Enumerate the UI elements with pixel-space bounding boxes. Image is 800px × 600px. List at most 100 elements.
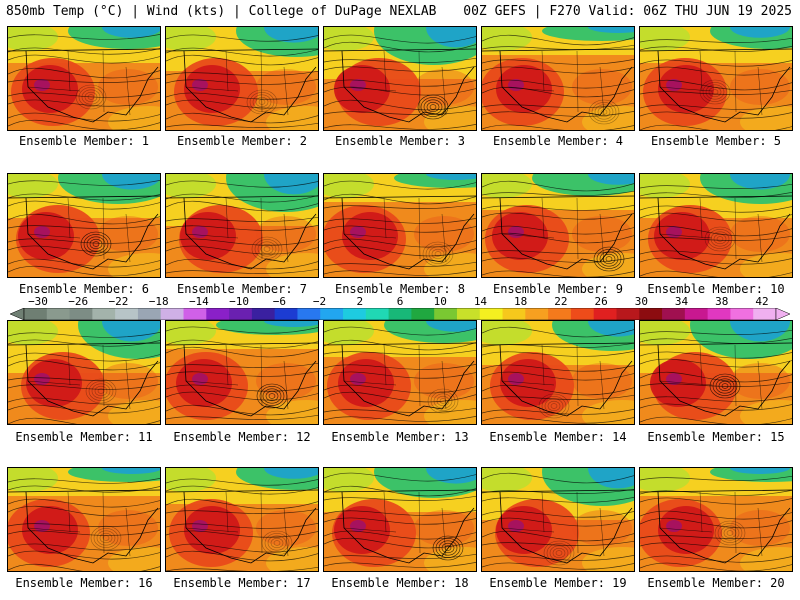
colorbar-segment [92,308,116,320]
header: 850mb Temp (°C) | Wind (kts) | College o… [0,0,800,24]
ensemble-map-panel [481,26,635,131]
ensemble-map-panel [7,173,161,278]
colorbar-segment [456,308,481,320]
colorbar-tick-label: 10 [433,295,447,308]
colorbar-segment [662,308,686,320]
ensemble-map-panel [7,320,161,425]
temperature-map [8,27,160,130]
colorbar-tick-label: 30 [634,295,648,308]
temperature-map [482,174,634,277]
colorbar-tick-label: 22 [554,295,568,308]
member-caption: Ensemble Member: 9 [492,282,624,296]
colorbar-tick-label: −10 [229,295,250,308]
member-caption: Ensemble Member: 16 [15,576,153,590]
colorbar-segment [525,308,549,320]
member-caption: Ensemble Member: 7 [176,282,308,296]
colorbar-segment [297,308,321,320]
member-caption: Ensemble Member: 17 [173,576,311,590]
colorbar-segment [548,308,572,320]
colorbar-segment [160,308,185,320]
ensemble-map-panel [481,320,635,425]
temperature-map [8,468,160,571]
colorbar-tick-label: 38 [715,295,729,308]
colorbar-tick-label: 26 [594,295,608,308]
colorbar-tick-label: 2 [356,295,364,308]
member-caption: Ensemble Member: 4 [492,134,624,148]
map-title: 850mb Temp (°C) | Wind (kts) | College o… [6,4,437,19]
colorbar-segment [388,308,412,320]
colorbar-segment [183,308,207,320]
ensemble-map-panel [165,173,319,278]
colorbar-segment [229,308,253,320]
member-caption: Ensemble Member: 10 [647,282,785,296]
temperature-map [324,27,476,130]
colorbar-right-arrow [775,308,790,320]
member-caption: Ensemble Member: 20 [647,576,785,590]
colorbar-tick-label: 34 [674,295,689,308]
colorbar-tick-label: −6 [272,295,286,308]
temperature-map [166,468,318,571]
colorbar-segment [639,308,663,320]
colorbar-segment [274,308,298,320]
colorbar-tick-label: −22 [108,295,129,308]
colorbar-tick-label: 6 [396,295,404,308]
member-caption: Ensemble Member: 18 [331,576,469,590]
ensemble-map-panel [639,173,793,278]
colorbar-tick-label: −2 [312,295,327,308]
ensemble-map-panel [639,320,793,425]
colorbar-tick-label: −14 [188,295,209,308]
temperature-map [324,468,476,571]
member-caption: Ensemble Member: 12 [173,430,311,444]
member-caption: Ensemble Member: 13 [331,430,469,444]
colorbar-segment [115,308,139,320]
member-caption: Ensemble Member: 2 [176,134,308,148]
member-caption: Ensemble Member: 19 [489,576,627,590]
colorbar-segment [730,308,754,320]
temperature-map [482,321,634,424]
colorbar-segment [343,308,367,320]
ensemble-map-panel [323,173,477,278]
colorbar-segment [24,308,48,320]
member-caption: Ensemble Member: 6 [18,282,150,296]
temperature-map [640,468,792,571]
temperature-map [8,321,160,424]
ensemble-map-panel [639,26,793,131]
ensemble-map-panel [7,467,161,572]
temperature-map [324,174,476,277]
ensemble-map-panel [165,26,319,131]
colorbar-segment [320,308,344,320]
colorbar-segment [570,308,595,320]
colorbar-segment [434,308,458,320]
temperature-map [166,27,318,130]
colorbar-tick-label: 42 [755,295,769,308]
colorbar-segment [479,308,504,320]
ensemble-map-panel [481,467,635,572]
member-caption: Ensemble Member: 11 [15,430,153,444]
temperature-map [640,321,792,424]
colorbar-segment [707,308,731,320]
colorbar-segment [684,308,709,320]
colorbar-segment [251,308,276,320]
ensemble-map-panel [165,320,319,425]
temperature-map [324,321,476,424]
ensemble-map-panel [639,467,793,572]
colorbar-segment [206,308,230,320]
temperature-map [166,321,318,424]
ensemble-map-panel [323,320,477,425]
colorbar-segment [137,308,162,320]
colorbar-left-arrow [10,308,25,320]
colorbar-tick-label: −18 [148,295,169,308]
ensemble-map-panel [323,26,477,131]
colorbar-tick-label: −30 [28,295,48,308]
colorbar-scale [10,308,790,320]
ensemble-map-panel [481,173,635,278]
temperature-colorbar: −30 −26 −22 −18 −14 −10 −6 −2 2 6 10 14 18 22 26 30 34 38… [10,296,790,320]
colorbar-tick-label: −26 [68,295,89,308]
colorbar-segment [365,308,390,320]
colorbar-tick-label: 14 [473,295,488,308]
temperature-map [640,174,792,277]
colorbar-segment [616,308,640,320]
member-caption: Ensemble Member: 14 [489,430,627,444]
member-caption: Ensemble Member: 3 [334,134,466,148]
temperature-map [640,27,792,130]
